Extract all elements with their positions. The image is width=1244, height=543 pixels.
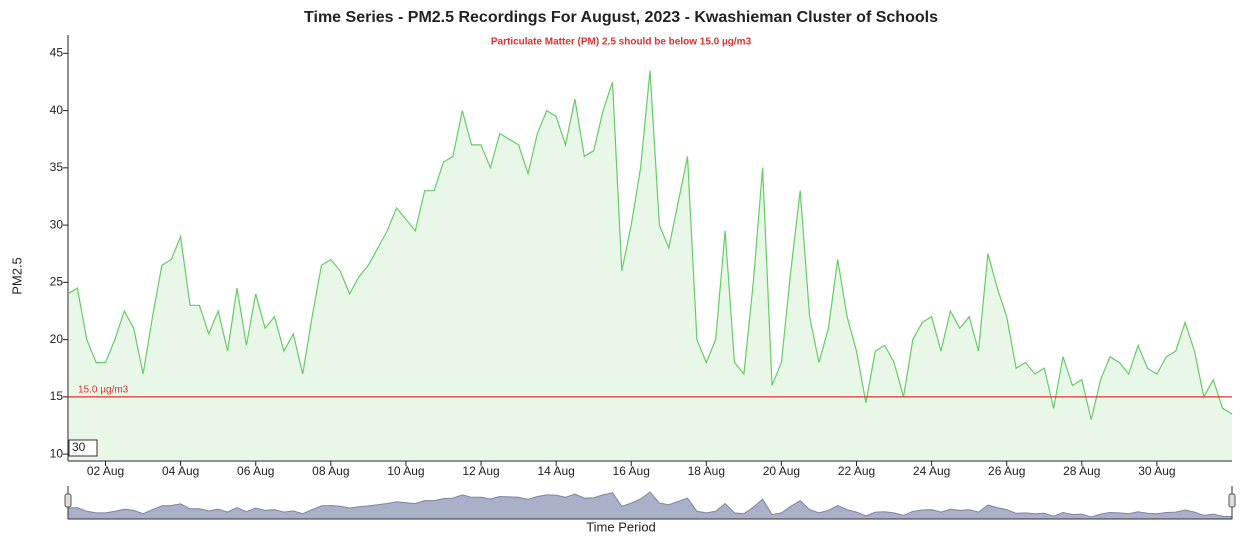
roll-period-box[interactable] xyxy=(68,439,98,457)
x-tick-label: 28 Aug xyxy=(1063,464,1100,478)
x-tick-label: 26 Aug xyxy=(988,464,1025,478)
y-tick-label: 35 xyxy=(50,160,64,174)
x-tick-label: 30 Aug xyxy=(1138,464,1175,478)
roll-period-value[interactable]: 30 xyxy=(72,440,86,454)
chart-subtitle: Particulate Matter (PM) 2.5 should be be… xyxy=(491,37,752,48)
x-tick-label: 10 Aug xyxy=(387,464,424,478)
range-handle[interactable] xyxy=(1228,493,1236,508)
range-handle[interactable] xyxy=(64,493,72,508)
x-tick-label: 18 Aug xyxy=(688,464,725,478)
x-tick-label: 22 Aug xyxy=(838,464,875,478)
line xyxy=(67,70,1233,420)
x-tick-label: 16 Aug xyxy=(613,464,650,478)
x-tick-label: 20 Aug xyxy=(763,464,800,478)
x-tick-label: 04 Aug xyxy=(162,464,199,478)
y-tick-label: 15 xyxy=(50,389,64,403)
x-tick-label: 02 Aug xyxy=(87,464,124,478)
y-tick-label: 25 xyxy=(50,275,64,289)
y-tick-label: 10 xyxy=(50,446,64,460)
x-tick-label: 12 Aug xyxy=(462,464,499,478)
y-tick-label: 30 xyxy=(50,217,64,231)
x-tick-label: 08 Aug xyxy=(312,464,349,478)
y-axis-label: PM2.5 xyxy=(9,257,24,295)
threshold-label: 15.0 µg/m3 xyxy=(78,385,129,396)
y-tick-label: 20 xyxy=(50,332,64,346)
y-tick-label: 45 xyxy=(50,45,64,59)
x-axis-label: Time Period xyxy=(586,519,656,534)
area xyxy=(68,70,1232,461)
x-tick-label: 06 Aug xyxy=(237,464,274,478)
y-tick-label: 40 xyxy=(50,103,64,117)
x-tick-label: 24 Aug xyxy=(913,464,950,478)
chart-title: Time Series - PM2.5 Recordings For Augus… xyxy=(304,9,938,26)
range-selector-area xyxy=(67,491,1233,520)
x-tick-label: 14 Aug xyxy=(537,464,574,478)
